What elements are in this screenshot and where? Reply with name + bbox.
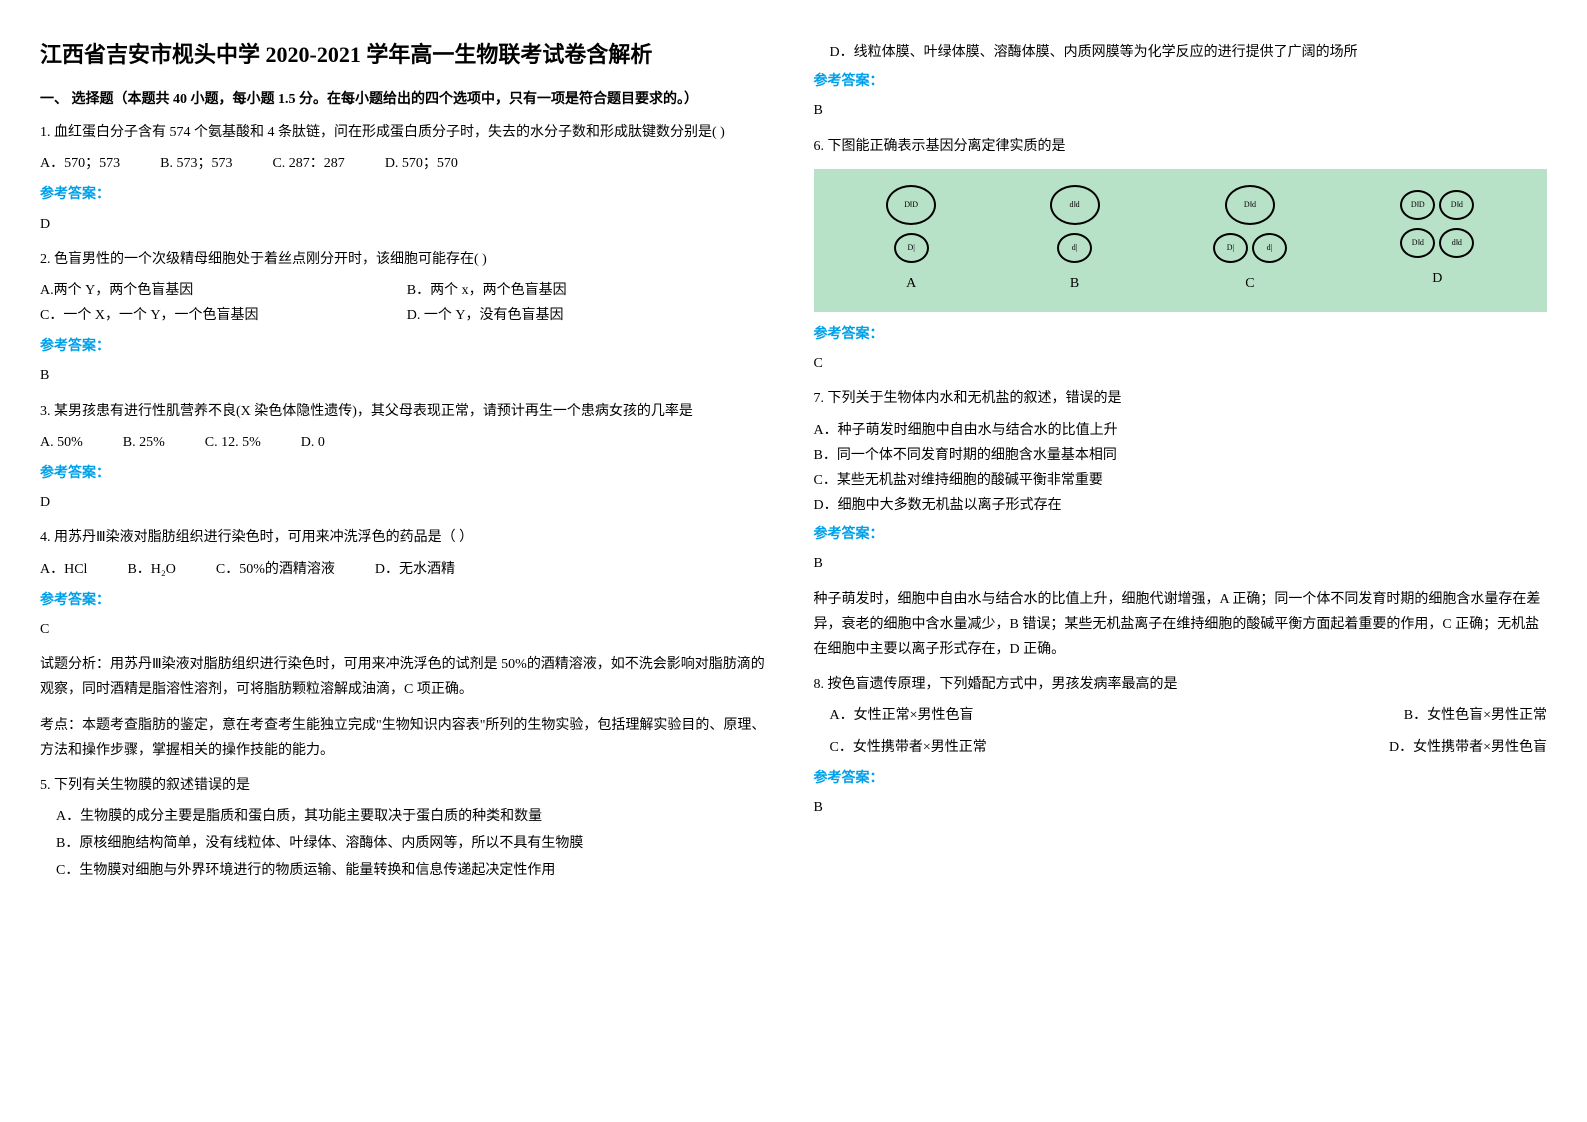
q8-option-c: C．女性携带者×男性正常 <box>814 735 987 760</box>
q5-answer: B <box>814 98 1548 123</box>
q5-option-d: D．线粒体膜、叶绿体膜、溶酶体膜、内质网膜等为化学反应的进行提供了广阔的场所 <box>814 40 1548 65</box>
q6-answer-label: 参考答案： <box>814 322 1548 347</box>
document-title: 江西省吉安市枧头中学 2020-2021 学年高一生物联考试卷含解析 <box>40 40 774 71</box>
q5-option-c: C．生物膜对细胞与外界环境进行的物质运输、能量转换和信息传递起决定性作用 <box>40 858 774 883</box>
q8-option-d: D．女性携带者×男性色盲 <box>1389 735 1547 760</box>
cell-c-top: D‖d <box>1225 185 1275 225</box>
question-6: 6. 下图能正确表示基因分离定律实质的是 <box>814 134 1548 159</box>
q8-answer: B <box>814 795 1548 820</box>
q8-answer-label: 参考答案： <box>814 766 1548 791</box>
question-5: 5. 下列有关生物膜的叙述错误的是 <box>40 773 774 798</box>
q1-option-c: C. 287：287 <box>272 151 344 176</box>
q7-answer: B <box>814 551 1548 576</box>
cell-b-bottom: d| <box>1057 233 1092 263</box>
q8-option-b: B．女性色盲×男性正常 <box>1404 703 1547 728</box>
cell-c-bottom-2: d| <box>1252 233 1287 263</box>
q2-option-b: B．两个 x，两个色盲基因 <box>407 278 774 303</box>
cell-a-bottom: D| <box>894 233 929 263</box>
q7-option-c: C．某些无机盐对维持细胞的酸碱平衡非常重要 <box>814 468 1548 493</box>
q2-option-a: A.两个 Y，两个色盲基因 <box>40 278 407 303</box>
q2-answer-label: 参考答案： <box>40 334 774 359</box>
q6-diagram: D‖D D| A d‖d d| B D‖d D| d| C D‖D D‖d D‖… <box>814 169 1548 312</box>
q1-option-b: B. 573；573 <box>160 151 232 176</box>
q2-option-c: C．一个 X，一个 Y，一个色盲基因 <box>40 303 407 328</box>
q3-option-d: D. 0 <box>301 430 325 455</box>
q4-option-b: B．H₂O <box>127 557 175 582</box>
q7-option-b: B．同一个体不同发育时期的细胞含水量基本相同 <box>814 443 1548 468</box>
q4-analysis-2: 考点：本题考查脂肪的鉴定，意在考查考生能独立完成"生物知识内容表"所列的生物实验… <box>40 713 774 763</box>
question-8: 8. 按色盲遗传原理，下列婚配方式中，男孩发病率最高的是 <box>814 672 1548 697</box>
diagram-option-c: D‖d D| d| C <box>1213 185 1287 296</box>
q4-analysis-1: 试题分析：用苏丹Ⅲ染液对脂肪组织进行染色时，可用来冲洗浮色的试剂是 50%的酒精… <box>40 652 774 702</box>
section-1-header: 一、 选择题（本题共 40 小题，每小题 1.5 分。在每小题给出的四个选项中，… <box>40 87 774 112</box>
q7-option-a: A．种子萌发时细胞中自由水与结合水的比值上升 <box>814 418 1548 443</box>
question-2: 2. 色盲男性的一个次级精母细胞处于着丝点刚分开时，该细胞可能存在( ) <box>40 247 774 272</box>
q2-answer: B <box>40 363 774 388</box>
diagram-label-a: A <box>906 271 916 296</box>
diagram-label-c: C <box>1245 271 1254 296</box>
q4-option-a: A．HCl <box>40 557 87 582</box>
q3-option-a: A. 50% <box>40 430 83 455</box>
cell-d-bottom-1: D‖d <box>1400 228 1435 258</box>
q6-answer: C <box>814 351 1548 376</box>
q3-option-b: B. 25% <box>123 430 165 455</box>
q1-option-a: A．570；573 <box>40 151 120 176</box>
q4-option-c: C．50%的酒精溶液 <box>216 557 335 582</box>
question-7: 7. 下列关于生物体内水和无机盐的叙述，错误的是 <box>814 386 1548 411</box>
q4-answer-label: 参考答案： <box>40 588 774 613</box>
q7-answer-label: 参考答案： <box>814 522 1548 547</box>
q8-row-2: C．女性携带者×男性正常 D．女性携带者×男性色盲 <box>814 735 1548 760</box>
q3-option-c: C. 12. 5% <box>205 430 261 455</box>
cell-d-bottom-2: d‖d <box>1439 228 1474 258</box>
cell-b-top: d‖d <box>1050 185 1100 225</box>
question-4: 4. 用苏丹Ⅲ染液对脂肪组织进行染色时，可用来冲洗浮色的药品是（ ） <box>40 525 774 550</box>
left-column: 江西省吉安市枧头中学 2020-2021 学年高一生物联考试卷含解析 一、 选择… <box>40 40 774 886</box>
q1-answer-label: 参考答案： <box>40 182 774 207</box>
right-column: D．线粒体膜、叶绿体膜、溶酶体膜、内质网膜等为化学反应的进行提供了广阔的场所 参… <box>814 40 1548 886</box>
q1-option-d: D. 570；570 <box>385 151 458 176</box>
diagram-option-a: D‖D D| A <box>886 185 936 296</box>
q4-answer: C <box>40 617 774 642</box>
question-1-options: A．570；573 B. 573；573 C. 287：287 D. 570；5… <box>40 151 774 176</box>
question-1: 1. 血红蛋白分子含有 574 个氨基酸和 4 条肽链，问在形成蛋白质分子时，失… <box>40 120 774 145</box>
q1-answer: D <box>40 212 774 237</box>
question-3-options: A. 50% B. 25% C. 12. 5% D. 0 <box>40 430 774 455</box>
question-4-options: A．HCl B．H₂O C．50%的酒精溶液 D．无水酒精 <box>40 557 774 582</box>
q8-option-a: A．女性正常×男性色盲 <box>814 703 974 728</box>
cell-d-top-1: D‖D <box>1400 190 1435 220</box>
question-2-options: A.两个 Y，两个色盲基因 B．两个 x，两个色盲基因 C．一个 X，一个 Y，… <box>40 278 774 328</box>
cell-c-bottom-1: D| <box>1213 233 1248 263</box>
cell-a-top: D‖D <box>886 185 936 225</box>
q4-option-d: D．无水酒精 <box>375 557 455 582</box>
diagram-label-d: D <box>1432 266 1442 291</box>
diagram-option-d: D‖D D‖d D‖d d‖d D <box>1400 190 1474 291</box>
q3-answer: D <box>40 490 774 515</box>
diagram-option-b: d‖d d| B <box>1050 185 1100 296</box>
cell-d-top-2: D‖d <box>1439 190 1474 220</box>
q5-option-b: B．原核细胞结构简单，没有线粒体、叶绿体、溶酶体、内质网等，所以不具有生物膜 <box>40 831 774 856</box>
question-3: 3. 某男孩患有进行性肌营养不良(X 染色体隐性遗传)，其父母表现正常，请预计再… <box>40 399 774 424</box>
q7-analysis: 种子萌发时，细胞中自由水与结合水的比值上升，细胞代谢增强，A 正确；同一个体不同… <box>814 587 1548 663</box>
q7-option-d: D．细胞中大多数无机盐以离子形式存在 <box>814 493 1548 518</box>
q5-answer-label: 参考答案： <box>814 69 1548 94</box>
q8-row-1: A．女性正常×男性色盲 B．女性色盲×男性正常 <box>814 703 1548 728</box>
q2-option-d: D. 一个 Y，没有色盲基因 <box>407 303 774 328</box>
diagram-label-b: B <box>1070 271 1079 296</box>
q3-answer-label: 参考答案： <box>40 461 774 486</box>
q5-option-a: A．生物膜的成分主要是脂质和蛋白质，其功能主要取决于蛋白质的种类和数量 <box>40 804 774 829</box>
